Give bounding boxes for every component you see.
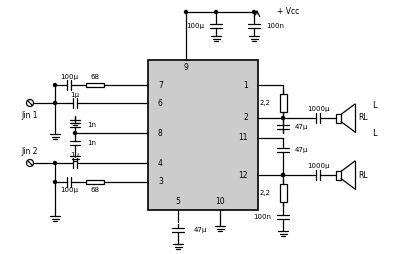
Text: 8: 8 (158, 129, 163, 137)
Circle shape (54, 102, 56, 104)
Text: 68: 68 (90, 187, 100, 193)
Text: 1µ: 1µ (70, 92, 80, 98)
Circle shape (282, 173, 284, 177)
Text: 4: 4 (158, 158, 163, 167)
Text: 100µ: 100µ (60, 74, 78, 80)
Bar (336, 170, 341, 180)
Text: 2,2: 2,2 (260, 100, 271, 106)
Circle shape (214, 10, 218, 13)
Text: Jin 2: Jin 2 (22, 147, 38, 155)
Text: 47µ: 47µ (295, 147, 308, 153)
Text: 47µ: 47µ (295, 124, 308, 130)
Text: 10: 10 (215, 198, 225, 207)
Text: 100µ: 100µ (60, 187, 78, 193)
Text: 2: 2 (243, 114, 248, 122)
Bar (280, 94, 286, 112)
Text: 100n: 100n (266, 23, 284, 29)
Circle shape (74, 132, 76, 135)
Text: RL: RL (358, 114, 368, 122)
Text: L: L (372, 102, 376, 110)
Text: 1n: 1n (87, 140, 96, 146)
Text: 3: 3 (158, 178, 163, 186)
Text: + Vcc: + Vcc (277, 8, 299, 17)
Text: 47µ: 47µ (194, 227, 207, 233)
Text: 9: 9 (184, 64, 188, 72)
Circle shape (282, 173, 284, 177)
Text: Jin 1: Jin 1 (22, 110, 38, 119)
Bar (336, 114, 341, 122)
Bar (86, 180, 104, 184)
Bar (148, 60, 258, 210)
Bar (280, 184, 286, 202)
Circle shape (282, 117, 284, 119)
Text: 6: 6 (158, 99, 163, 107)
Circle shape (54, 162, 56, 165)
Circle shape (54, 181, 56, 183)
Text: 5: 5 (176, 198, 180, 207)
Text: 1: 1 (243, 81, 248, 89)
Text: RL: RL (358, 170, 368, 180)
Circle shape (54, 84, 56, 87)
Circle shape (184, 10, 188, 13)
Text: 100n: 100n (253, 214, 271, 220)
Text: 1n: 1n (87, 122, 96, 128)
Text: 12: 12 (238, 170, 248, 180)
Text: 11: 11 (238, 134, 248, 142)
Bar (86, 83, 104, 87)
Text: 100µ: 100µ (186, 23, 204, 29)
Text: 1000µ: 1000µ (307, 106, 329, 112)
Text: L: L (372, 130, 376, 138)
Text: 1µ: 1µ (70, 152, 80, 158)
Text: 2,2: 2,2 (260, 190, 271, 196)
Circle shape (252, 10, 256, 13)
Text: 7: 7 (158, 81, 163, 89)
Text: 68: 68 (90, 74, 100, 80)
Text: 1000µ: 1000µ (307, 163, 329, 169)
